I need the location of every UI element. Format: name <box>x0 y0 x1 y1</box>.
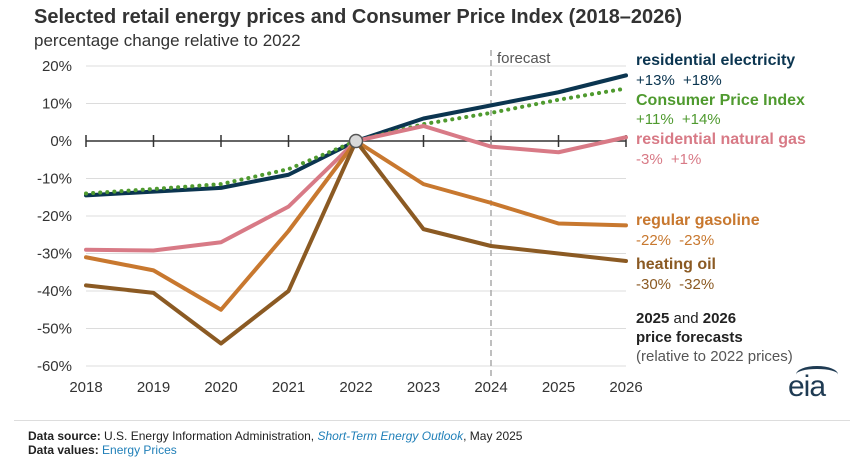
forecast-label: forecast <box>497 50 551 67</box>
data-series <box>84 73 628 346</box>
data-source-date: , May 2025 <box>463 429 523 443</box>
x-tick-label: 2018 <box>69 379 102 396</box>
note-year-b: 2026 <box>702 310 737 327</box>
series-line-regular-gasoline <box>84 139 628 312</box>
series-label-regular-gasoline: regular gasoline <box>636 212 760 229</box>
series-values-residential-natural-gas: -3% +1% <box>636 151 702 168</box>
eia-logo: eia <box>788 370 826 403</box>
eia-logo-arc <box>796 366 838 383</box>
series-label-consumer-price-index: Consumer Price Index <box>636 92 805 109</box>
series-label-residential-natural-gas: residential natural gas <box>636 131 806 148</box>
y-tick-label: -50% <box>37 321 72 338</box>
x-axis-tick-labels: 2018 2019 2020 2021 2022 2023 2024 2025 2026 <box>69 379 642 396</box>
x-tick-label: 2026 <box>609 379 642 396</box>
y-tick-label: -40% <box>37 283 72 300</box>
x-tick-label: 2019 <box>137 379 170 396</box>
note-line2: price forecasts <box>636 329 743 346</box>
y-tick-label: -60% <box>37 358 72 375</box>
note-line3: (relative to 2022 prices) <box>636 348 793 365</box>
energy-prices-link[interactable]: Energy Prices <box>102 443 177 457</box>
series-label-residential-electricity: residential electricity <box>636 52 796 69</box>
y-tick-label: 0% <box>50 133 72 150</box>
y-axis-tick-labels: 20% 10% 0% -10% -20% -30% -40% -50% -60% <box>37 58 72 375</box>
data-values-label: Data values: <box>28 443 99 457</box>
footer: Data source: U.S. Energy Information Adm… <box>28 429 522 457</box>
x-tick-label: 2022 <box>339 379 372 396</box>
x-tick-label: 2024 <box>474 379 507 396</box>
line-chart: 20%10%0%-10%-20%-30%-40%-50%-60% 2018 201… <box>37 50 643 396</box>
x-tick-label: 2023 <box>407 379 440 396</box>
y-tick-label: 20% <box>42 58 72 75</box>
chart-subtitle: percentage change relative to 2022 <box>34 31 301 50</box>
series-line-heating-oil <box>84 139 628 346</box>
series-values-heating-oil: -30% -32% <box>636 276 715 293</box>
note-year-a: 2025 <box>636 310 670 327</box>
x-tick-label: 2020 <box>204 379 237 396</box>
data-source-org: U.S. Energy Information Administration, <box>104 429 318 443</box>
series-values-regular-gasoline: -22% -23% <box>636 232 715 249</box>
footer-divider <box>14 420 850 421</box>
data-source-label: Data source: <box>28 429 101 443</box>
series-values-consumer-price-index: +11% +14% <box>636 111 721 128</box>
y-tick-label: -10% <box>37 171 72 188</box>
y-tick-label: -20% <box>37 208 72 225</box>
y-tick-label: -30% <box>37 246 72 263</box>
series-label-heating-oil: heating oil <box>636 256 716 273</box>
note-and: and <box>673 310 699 327</box>
data-source-line: Data source: U.S. Energy Information Adm… <box>28 429 522 443</box>
data-values-line: Data values: Energy Prices <box>28 443 522 457</box>
series-values-residential-electricity: +13% +18% <box>636 72 722 89</box>
x-tick-label: 2021 <box>272 379 305 396</box>
y-tick-label: 10% <box>42 96 72 113</box>
gridlines <box>86 65 626 367</box>
x-tick-label: 2025 <box>542 379 575 396</box>
chart-title: Selected retail energy prices and Consum… <box>34 6 683 28</box>
base-year-marker <box>348 133 364 149</box>
steo-link[interactable]: Short-Term Energy Outlook <box>317 429 464 443</box>
forecast-note: 2025 and 2026 price forecasts (relative … <box>636 309 793 366</box>
